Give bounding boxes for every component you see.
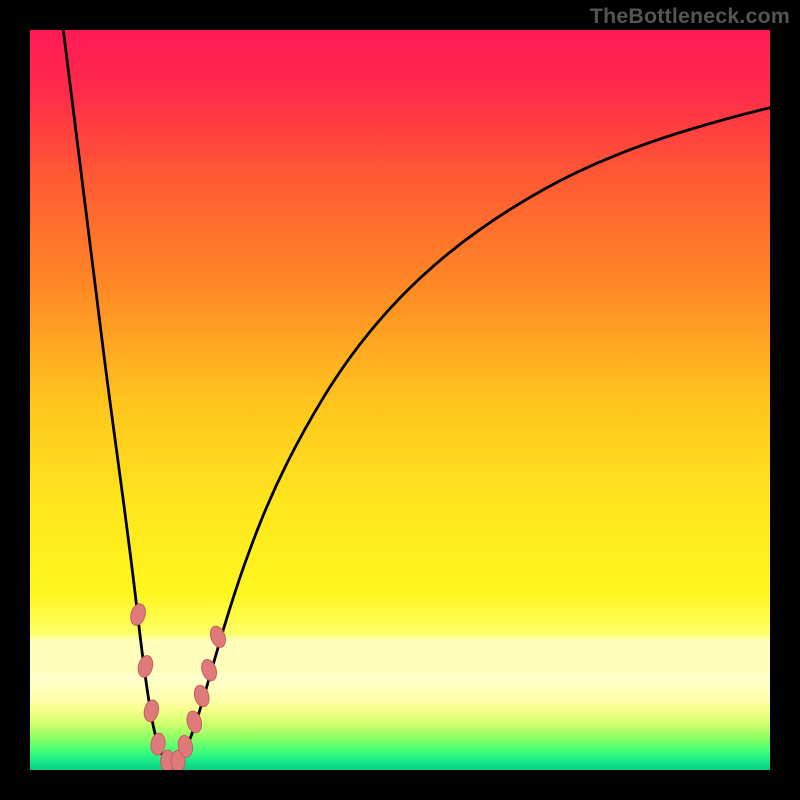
plot-area: [30, 30, 770, 770]
outer-frame: TheBottleneck.com: [0, 0, 800, 800]
chart-svg: [30, 30, 770, 770]
watermark-text: TheBottleneck.com: [590, 4, 790, 29]
